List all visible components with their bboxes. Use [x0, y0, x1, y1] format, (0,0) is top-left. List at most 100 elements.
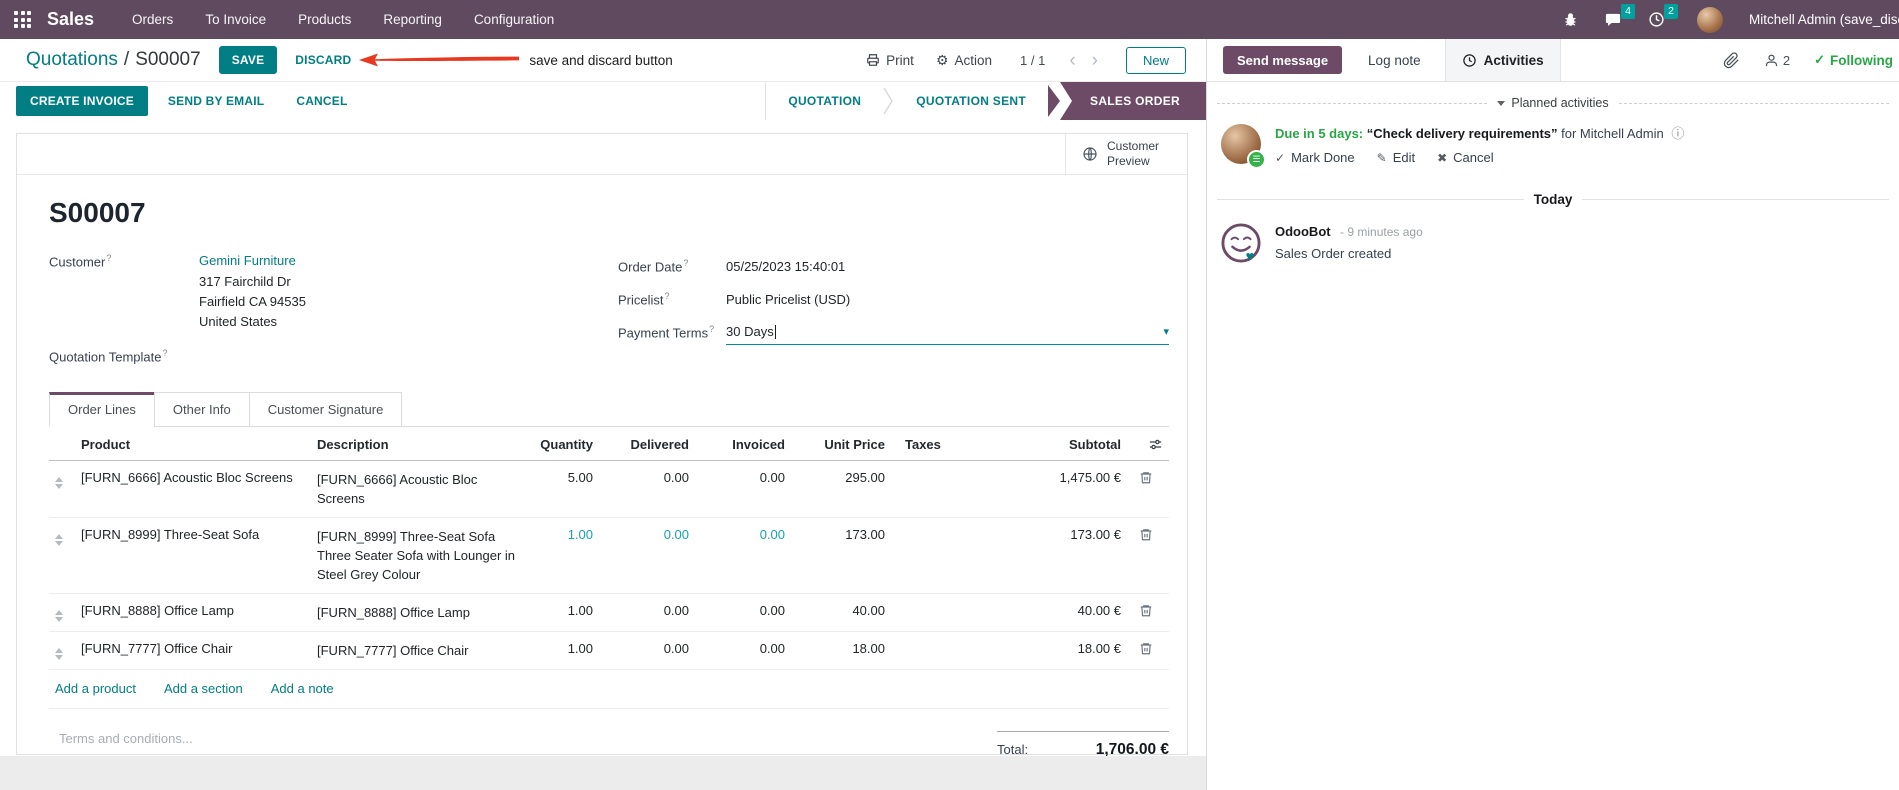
- delete-line-icon[interactable]: [1139, 603, 1153, 618]
- cell-unit-price[interactable]: 18.00: [791, 631, 891, 671]
- order-line-row[interactable]: [FURN_8888] Office Lamp [FURN_8888] Offi…: [49, 593, 1169, 633]
- drag-handle-icon[interactable]: [55, 474, 63, 490]
- delete-line-icon[interactable]: [1139, 470, 1153, 485]
- activity-assignee: for Mitchell Admin: [1561, 126, 1664, 141]
- activity-type-badge-icon: ☰: [1247, 150, 1266, 169]
- cell-product[interactable]: [FURN_8999] Three-Seat Sofa: [75, 517, 311, 595]
- statusbar-step-quotation-sent[interactable]: QUOTATION SENT: [916, 94, 1027, 108]
- activities-button[interactable]: Activities: [1445, 39, 1561, 81]
- apps-grid-icon[interactable]: [14, 11, 31, 28]
- terms-placeholder[interactable]: Terms and conditions...: [59, 731, 193, 747]
- cell-invoiced[interactable]: 0.00: [695, 593, 791, 633]
- tab-other-info[interactable]: Other Info: [153, 392, 250, 428]
- cell-invoiced[interactable]: 0.00: [695, 460, 791, 519]
- cell-description[interactable]: [FURN_7777] Office Chair: [311, 631, 533, 671]
- activities-clock-icon[interactable]: 2: [1648, 4, 1678, 28]
- cell-delivered[interactable]: 0.00: [599, 517, 695, 595]
- order-line-row[interactable]: [FURN_8999] Three-Seat Sofa [FURN_8999] …: [49, 517, 1169, 595]
- message-author[interactable]: OdooBot: [1275, 224, 1331, 239]
- payment-terms-input[interactable]: 30 Days ▾: [726, 319, 1169, 345]
- attachment-icon[interactable]: [1723, 51, 1740, 69]
- create-invoice-button[interactable]: CREATE INVOICE: [16, 86, 148, 116]
- add-line-link[interactable]: Add a note: [270, 681, 334, 697]
- cell-product[interactable]: [FURN_6666] Acoustic Bloc Screens: [75, 460, 311, 519]
- breadcrumb-quotations[interactable]: Quotations: [26, 49, 118, 70]
- tab-order-lines[interactable]: Order Lines: [49, 392, 155, 428]
- cell-unit-price[interactable]: 173.00: [791, 517, 891, 595]
- delete-line-icon[interactable]: [1139, 641, 1153, 656]
- drag-handle-icon[interactable]: [55, 645, 63, 661]
- navbar-menu-item[interactable]: Products: [298, 12, 352, 27]
- action-button[interactable]: ⚙ Action: [935, 51, 993, 68]
- info-icon[interactable]: ⓘ: [1671, 126, 1685, 141]
- messages-icon[interactable]: 4: [1604, 4, 1635, 28]
- drag-handle-icon[interactable]: [55, 607, 63, 623]
- order-date-value[interactable]: 05/25/2023 15:40:01: [726, 258, 846, 274]
- cell-unit-price[interactable]: 295.00: [791, 460, 891, 519]
- send-message-button[interactable]: Send message: [1223, 46, 1343, 74]
- activity-avatar[interactable]: ☰: [1221, 124, 1266, 169]
- cell-quantity[interactable]: 1.00: [533, 517, 599, 595]
- customer-name-link[interactable]: Gemini Furniture: [199, 253, 296, 268]
- drag-handle-icon[interactable]: [55, 531, 63, 547]
- cell-delivered[interactable]: 0.00: [599, 593, 695, 633]
- pager-previous-icon[interactable]: ‹: [1069, 49, 1076, 71]
- pricelist-label: Pricelist?: [618, 290, 670, 308]
- cell-delivered[interactable]: 0.00: [599, 631, 695, 671]
- order-line-row[interactable]: [FURN_6666] Acoustic Bloc Screens [FURN_…: [49, 460, 1169, 519]
- cell-taxes[interactable]: [891, 460, 1003, 519]
- customer-preview-button[interactable]: Customer Preview: [1065, 134, 1187, 174]
- cell-invoiced[interactable]: 0.00: [695, 517, 791, 595]
- user-name[interactable]: Mitchell Admin (save_discar: [1749, 12, 1899, 27]
- navbar-menu-item[interactable]: To Invoice: [205, 12, 267, 27]
- cell-description[interactable]: [FURN_8999] Three-Seat Sofa Three Seater…: [311, 517, 533, 595]
- bug-icon[interactable]: [1563, 12, 1578, 27]
- cancel-activity-button[interactable]: ✖ Cancel: [1437, 150, 1494, 165]
- delete-line-icon[interactable]: [1139, 527, 1153, 542]
- planned-activities-toggle[interactable]: Planned activities: [1497, 96, 1609, 110]
- pricelist-value[interactable]: Public Pricelist (USD): [726, 291, 851, 307]
- order-line-row[interactable]: [FURN_7777] Office Chair [FURN_7777] Off…: [49, 631, 1169, 671]
- statusbar-step-sales-order[interactable]: SALES ORDER: [1060, 82, 1206, 120]
- add-line-link[interactable]: Add a section: [163, 681, 243, 697]
- navbar-menu-item[interactable]: Orders: [132, 12, 174, 27]
- navbar-menu-item[interactable]: Configuration: [473, 12, 555, 27]
- followers-count: 2: [1782, 52, 1791, 68]
- cell-unit-price[interactable]: 40.00: [791, 593, 891, 633]
- cell-description[interactable]: [FURN_8888] Office Lamp: [311, 593, 533, 633]
- send-by-email-button[interactable]: SEND BY EMAIL: [156, 86, 276, 116]
- followers-button[interactable]: 2: [1764, 53, 1790, 68]
- cell-quantity[interactable]: 1.00: [533, 593, 599, 633]
- pencil-icon: ✎: [1376, 150, 1387, 165]
- edit-activity-button[interactable]: ✎ Edit: [1376, 150, 1416, 165]
- cell-quantity[interactable]: 5.00: [533, 460, 599, 519]
- new-button[interactable]: New: [1125, 46, 1186, 74]
- add-line-link[interactable]: Add a product: [55, 681, 136, 697]
- pager-next-icon[interactable]: ›: [1091, 49, 1098, 71]
- optional-columns-icon[interactable]: [1148, 437, 1163, 452]
- discard-button[interactable]: DISCARD: [295, 53, 352, 67]
- statusbar-step-quotation[interactable]: QUOTATION: [788, 94, 862, 108]
- user-avatar[interactable]: [1697, 6, 1723, 33]
- cell-delivered[interactable]: 0.00: [599, 460, 695, 519]
- cell-description[interactable]: [FURN_6666] Acoustic Bloc Screens: [311, 460, 533, 519]
- cancel-button[interactable]: CANCEL: [284, 86, 359, 116]
- save-button[interactable]: SAVE: [218, 46, 278, 74]
- cell-taxes[interactable]: [891, 631, 1003, 671]
- print-button[interactable]: Print: [866, 53, 914, 68]
- cell-taxes[interactable]: [891, 593, 1003, 633]
- tab-customer-signature[interactable]: Customer Signature: [248, 392, 403, 428]
- col-delivered: Delivered: [599, 429, 695, 462]
- cell-product[interactable]: [FURN_8888] Office Lamp: [75, 593, 311, 633]
- chevron-down-icon[interactable]: ▾: [1163, 326, 1169, 338]
- mark-done-button[interactable]: ✓ Mark Done: [1275, 150, 1355, 165]
- cell-invoiced[interactable]: 0.00: [695, 631, 791, 671]
- annotation-text: save and discard button: [529, 52, 673, 68]
- cell-quantity[interactable]: 1.00: [533, 631, 599, 671]
- navbar-menu-item[interactable]: Reporting: [383, 12, 442, 27]
- cell-product[interactable]: [FURN_7777] Office Chair: [75, 631, 311, 671]
- cell-taxes[interactable]: [891, 517, 1003, 595]
- following-button[interactable]: ✓ Following: [1814, 52, 1893, 68]
- app-name[interactable]: Sales: [47, 9, 95, 29]
- log-note-button[interactable]: Log note: [1368, 39, 1421, 81]
